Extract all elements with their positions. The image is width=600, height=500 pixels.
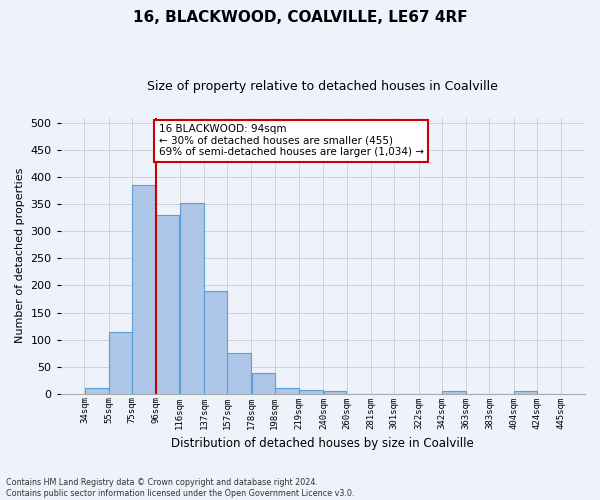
Bar (132, 186, 156, 394)
Text: Contains HM Land Registry data © Crown copyright and database right 2024.
Contai: Contains HM Land Registry data © Crown c… (6, 478, 355, 498)
Bar (299, 390, 323, 394)
Bar (275, 388, 299, 394)
Bar (180, 203, 204, 394)
Bar (442, 391, 466, 394)
Bar (157, 214, 179, 394)
Bar (251, 373, 275, 394)
Y-axis label: Number of detached properties: Number of detached properties (15, 168, 25, 344)
Text: 16 BLACKWOOD: 94sqm
← 30% of detached houses are smaller (455)
69% of semi-detac: 16 BLACKWOOD: 94sqm ← 30% of detached ho… (158, 124, 424, 158)
Bar (514, 391, 537, 394)
Bar (204, 291, 227, 394)
Bar (85, 388, 109, 394)
Title: Size of property relative to detached houses in Coalville: Size of property relative to detached ho… (148, 80, 498, 93)
Bar (109, 332, 132, 394)
Text: 16, BLACKWOOD, COALVILLE, LE67 4RF: 16, BLACKWOOD, COALVILLE, LE67 4RF (133, 10, 467, 25)
Bar (227, 353, 251, 394)
Bar (323, 392, 346, 394)
X-axis label: Distribution of detached houses by size in Coalville: Distribution of detached houses by size … (172, 437, 474, 450)
